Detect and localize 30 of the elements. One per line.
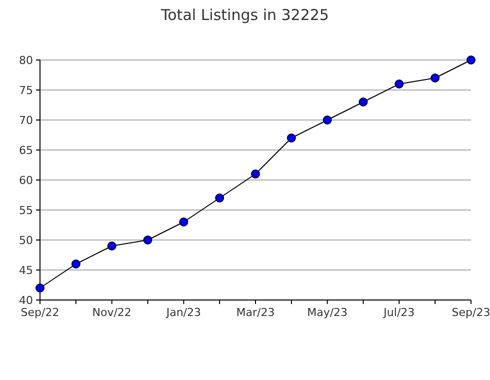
point xyxy=(466,56,476,64)
y-tick-label: 60 xyxy=(19,174,33,187)
point xyxy=(71,260,80,268)
y-tick-label: 40 xyxy=(19,294,33,307)
point xyxy=(251,170,260,178)
y-tick-label: 50 xyxy=(19,234,33,247)
point xyxy=(394,80,404,88)
y-tick-label: 75 xyxy=(19,84,33,97)
x-tick-label: Mar/23 xyxy=(236,306,275,319)
point xyxy=(358,98,368,106)
point xyxy=(215,194,224,202)
point xyxy=(286,134,296,142)
y-tick-label: 70 xyxy=(19,114,33,127)
y-tick-label: 80 xyxy=(19,54,33,67)
point xyxy=(143,236,152,244)
chart-title: Total Listings in 32225 xyxy=(160,6,329,24)
y-tick-label: 65 xyxy=(19,144,33,157)
point xyxy=(179,218,188,226)
point xyxy=(322,116,332,124)
point xyxy=(36,284,44,292)
point xyxy=(107,242,116,250)
x-tick-label: Sep/23 xyxy=(452,306,490,319)
point xyxy=(430,74,440,82)
x-tick-label: Nov/22 xyxy=(92,306,132,319)
x-tick-label: Sep/22 xyxy=(20,306,60,319)
x-tick-label: Jul/23 xyxy=(382,306,415,319)
y-tick-label: 55 xyxy=(19,204,33,217)
x-tick-label: May/23 xyxy=(307,306,348,319)
x-tick-label: Jan/23 xyxy=(165,306,202,319)
y-tick-label: 45 xyxy=(19,264,33,277)
